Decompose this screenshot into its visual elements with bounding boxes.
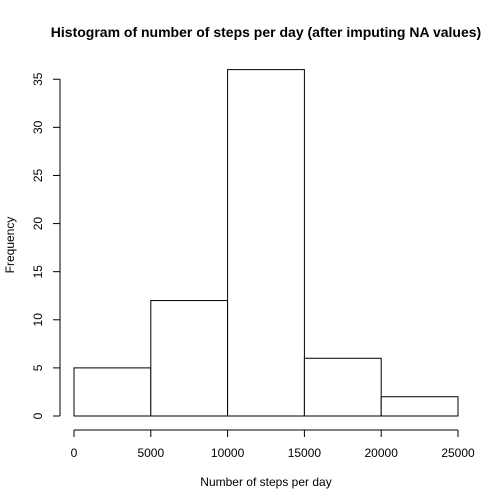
y-tick-label-0: 0 xyxy=(31,412,45,419)
x-axis-label: Number of steps per day xyxy=(200,475,331,489)
x-tick-label-4: 20000 xyxy=(365,446,399,460)
x-tick-label-0: 0 xyxy=(71,446,78,460)
x-axis: 0 5000 10000 15000 20000 25000 xyxy=(71,429,475,460)
y-tick-label-4: 20 xyxy=(31,217,45,231)
y-tick-label-6: 30 xyxy=(31,120,45,134)
histogram-bar-2 xyxy=(227,69,305,417)
y-tick-label-7: 35 xyxy=(31,72,45,86)
x-tick-label-5: 25000 xyxy=(441,446,475,460)
histogram-bar-1 xyxy=(150,300,229,417)
y-axis: 0 5 10 15 20 25 30 35 xyxy=(31,72,61,419)
x-tick-label-2: 10000 xyxy=(211,446,245,460)
y-tick-label-5: 25 xyxy=(31,168,45,182)
x-tick-label-3: 15000 xyxy=(288,446,322,460)
histogram-bar-4 xyxy=(380,396,459,417)
y-axis-label: Frequency xyxy=(3,217,17,274)
histogram-bar-0 xyxy=(73,367,152,417)
x-tick-label-1: 5000 xyxy=(137,446,164,460)
histogram-bar-3 xyxy=(303,357,382,417)
y-tick-label-2: 10 xyxy=(31,313,45,327)
y-tick-label-1: 5 xyxy=(31,364,45,371)
chart-title: Histogram of number of steps per day (af… xyxy=(51,24,481,40)
y-tick-label-3: 15 xyxy=(31,265,45,279)
bars-group xyxy=(73,69,459,417)
